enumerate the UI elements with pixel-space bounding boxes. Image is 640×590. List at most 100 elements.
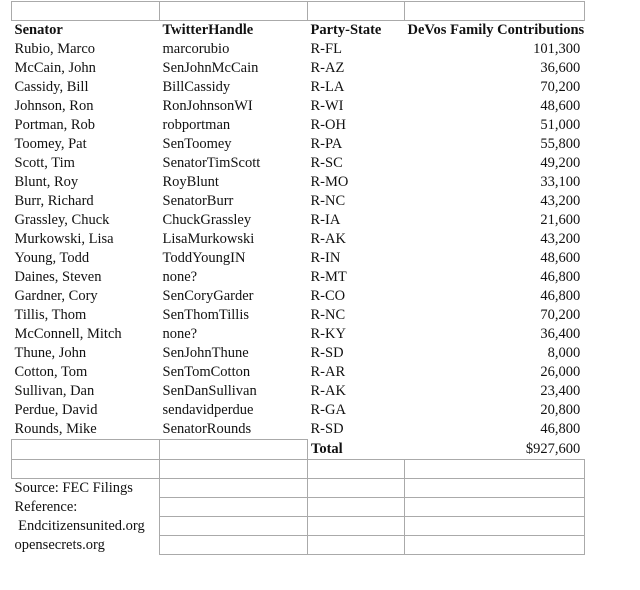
- twitter-handle: RonJohnsonWI: [162, 98, 253, 114]
- table-row: Blunt, Roy RoyBlunt R-MO 33,100: [12, 173, 585, 192]
- twitter-handle: SenJohnThune: [162, 345, 249, 361]
- table-row: McCain, John SenJohnMcCain R-AZ 36,600: [12, 59, 585, 78]
- party-state: R-NC: [310, 193, 346, 209]
- empty-cell: [11, 439, 160, 460]
- twitter-handle: SenCoryGarder: [162, 288, 254, 304]
- twitter-handle: SenatorBurr: [162, 193, 234, 209]
- header-party-state: Party-State: [310, 22, 382, 38]
- party-state: R-MO: [310, 174, 349, 190]
- contribution-amount: 46,800: [540, 288, 581, 304]
- senator-name: Burr, Richard: [14, 193, 94, 209]
- senator-name: McConnell, Mitch: [14, 326, 122, 342]
- party-state: R-LA: [310, 79, 345, 95]
- senator-name: Johnson, Ron: [14, 98, 94, 114]
- party-state: R-AK: [310, 231, 346, 247]
- note-row: Endcitizensunited.org: [12, 516, 585, 536]
- senator-name: Gardner, Cory: [14, 288, 98, 304]
- senator-name: Tillis, Thom: [14, 307, 87, 323]
- contribution-amount: 48,600: [540, 250, 581, 266]
- contribution-amount: 36,600: [540, 60, 581, 76]
- total-row: Total $927,600: [11, 439, 585, 460]
- contribution-amount: 46,800: [540, 269, 581, 285]
- senator-name: Rounds, Mike: [14, 421, 97, 437]
- contribution-amount: 8,000: [547, 345, 581, 361]
- empty-cell: [404, 458, 585, 479]
- contribution-amount: 46,800: [540, 421, 581, 438]
- table-row: Gardner, Cory SenCoryGarder R-CO 46,800: [12, 287, 585, 306]
- twitter-handle: SenToomey: [162, 136, 232, 152]
- senator-name: Sullivan, Dan: [14, 383, 95, 399]
- table-row: Rubio, Marco marcorubio R-FL 101,300: [12, 40, 585, 59]
- contributions-table: Senator TwitterHandle Party-State DeVos …: [11, 1, 585, 555]
- senator-name: Cassidy, Bill: [14, 79, 89, 95]
- twitter-handle: none?: [162, 269, 198, 285]
- senator-name: Daines, Steven: [14, 269, 102, 285]
- senator-name: Perdue, David: [14, 402, 98, 418]
- twitter-handle: SenatorRounds: [162, 421, 252, 437]
- table-row: Cotton, Tom SenTomCotton R-AR 26,000: [12, 363, 585, 382]
- contribution-amount: 43,200: [540, 193, 581, 209]
- header-row: Senator TwitterHandle Party-State DeVos …: [12, 21, 585, 41]
- header-senator: Senator: [14, 22, 63, 38]
- header-contributions: DeVos Family Contributions: [407, 22, 585, 38]
- contribution-amount: 21,600: [540, 212, 581, 228]
- senator-name: McCain, John: [14, 60, 96, 76]
- empty-cell: [307, 497, 405, 517]
- note-row: Reference:: [12, 497, 585, 517]
- contribution-amount: 55,800: [540, 136, 581, 152]
- table-row: McConnell, Mitch none? R-KY 36,400: [12, 325, 585, 344]
- table-row: Murkowski, Lisa LisaMurkowski R-AK 43,200: [12, 230, 585, 249]
- table-row: Thune, John SenJohnThune R-SD 8,000: [12, 344, 585, 363]
- table-row: Portman, Rob robportman R-OH 51,000: [12, 116, 585, 135]
- note-row: Source: FEC Filings: [12, 477, 585, 498]
- note-row: opensecrets.org: [12, 535, 585, 555]
- party-state: R-WI: [310, 98, 344, 114]
- twitter-handle: SenJohnMcCain: [162, 60, 259, 76]
- note-text: Source: FEC Filings: [14, 479, 133, 496]
- empty-cell: [159, 535, 308, 555]
- senator-name: Blunt, Roy: [14, 174, 79, 190]
- empty-cell: [307, 477, 405, 498]
- party-state: R-GA: [310, 402, 346, 418]
- contribution-amount: 49,200: [540, 155, 581, 171]
- party-state: R-AR: [310, 364, 346, 380]
- table-row: Sullivan, Dan SenDanSullivan R-AK 23,400: [12, 382, 585, 401]
- note-text: Reference:: [14, 498, 78, 515]
- empty-row: [11, 458, 585, 479]
- empty-cell: [307, 458, 405, 479]
- empty-cell: [404, 516, 585, 536]
- table-row: Cassidy, Bill BillCassidy R-LA 70,200: [12, 78, 585, 97]
- twitter-handle: marcorubio: [162, 41, 230, 57]
- contribution-amount: 48,600: [540, 98, 581, 114]
- senator-name: Scott, Tim: [14, 155, 75, 171]
- empty-cell: [159, 439, 308, 460]
- party-state: R-PA: [310, 136, 343, 152]
- header-twitter-handle: TwitterHandle: [162, 22, 254, 38]
- twitter-handle: ChuckGrassley: [162, 212, 252, 228]
- empty-cell: [159, 497, 308, 517]
- senator-name: Grassley, Chuck: [14, 212, 110, 228]
- table-row: Johnson, Ron RonJohnsonWI R-WI 48,600: [12, 97, 585, 116]
- twitter-handle: RoyBlunt: [162, 174, 219, 190]
- note-text: Endcitizensunited.org: [14, 517, 145, 534]
- senator-name: Cotton, Tom: [14, 364, 88, 380]
- party-state: R-OH: [310, 117, 346, 133]
- twitter-handle: SenDanSullivan: [162, 383, 257, 399]
- table-row: Daines, Steven none? R-MT 46,800: [12, 268, 585, 287]
- total-value: $927,600: [525, 440, 581, 457]
- senator-name: Rubio, Marco: [14, 41, 96, 57]
- table-row: Scott, Tim SenatorTimScott R-SC 49,200: [12, 154, 585, 173]
- contribution-amount: 101,300: [533, 41, 581, 57]
- contribution-amount: 70,200: [540, 79, 581, 95]
- contribution-amount: 36,400: [540, 326, 581, 342]
- twitter-handle: BillCassidy: [162, 79, 231, 95]
- party-state: R-NC: [310, 307, 346, 323]
- senator-name: Murkowski, Lisa: [14, 231, 114, 247]
- party-state: R-IA: [310, 212, 341, 228]
- twitter-handle: sendavidperdue: [162, 402, 254, 418]
- party-state: R-FL: [310, 41, 342, 57]
- contribution-amount: 43,200: [540, 231, 581, 247]
- party-state: R-AZ: [310, 60, 345, 76]
- table-row: Tillis, Thom SenThomTillis R-NC 70,200: [12, 306, 585, 325]
- party-state: R-CO: [310, 288, 346, 304]
